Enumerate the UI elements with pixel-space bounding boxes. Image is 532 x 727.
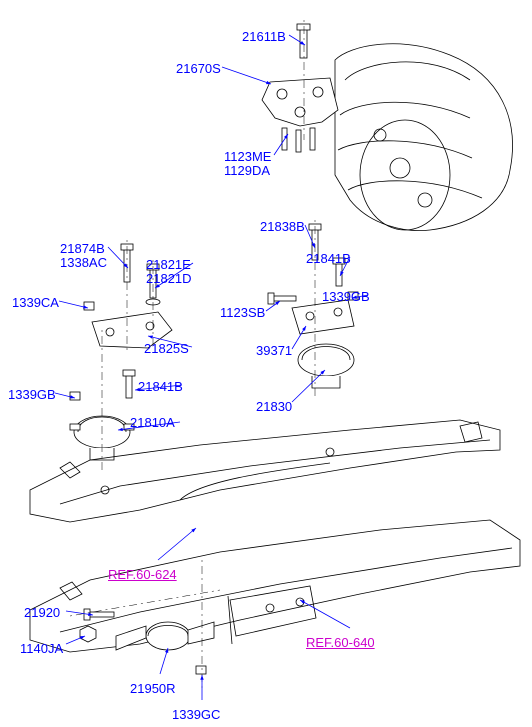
label-21920: 21920: [24, 606, 60, 620]
label-21838B: 21838B: [260, 220, 305, 234]
label-REF60-624: REF.60-624: [108, 568, 177, 582]
label-21950R: 21950R: [130, 682, 176, 696]
label-1339CA: 1339CA: [12, 296, 59, 310]
engine-block-outline: [335, 44, 513, 231]
label-21841B-l: 21841B: [138, 380, 183, 394]
mount-right-21830: [268, 224, 358, 388]
crossmember-lower: [30, 520, 520, 652]
label-1123SB: 1123SB: [220, 306, 265, 320]
label-1123ME: 1123ME: [224, 150, 271, 164]
label-39371: 39371: [256, 344, 292, 358]
label-1140JA: 1140JA: [20, 642, 63, 656]
roll-stopper-21950R: [80, 609, 214, 674]
label-1339GB-l: 1339GB: [8, 388, 56, 402]
label-REF60-640: REF.60-640: [306, 636, 375, 650]
label-21611B: 21611B: [242, 30, 286, 44]
label-21825S: 21825S: [144, 342, 189, 356]
label-1129DA: 1129DA: [224, 164, 270, 178]
label-1339GB-r: 1339GB: [322, 290, 370, 304]
label-21670S: 21670S: [176, 62, 221, 76]
label-21810A: 21810A: [130, 416, 175, 430]
label-1338AC: 1338AC: [60, 256, 107, 270]
label-21821D: 21821D: [146, 272, 192, 286]
label-21841B-r: 21841B: [306, 252, 351, 266]
mount-left-21810A: [70, 370, 135, 460]
label-21821E: 21821E: [146, 258, 191, 272]
label-1339GC: 1339GC: [172, 708, 220, 722]
label-21830: 21830: [256, 400, 292, 414]
label-21874B: 21874B: [60, 242, 105, 256]
